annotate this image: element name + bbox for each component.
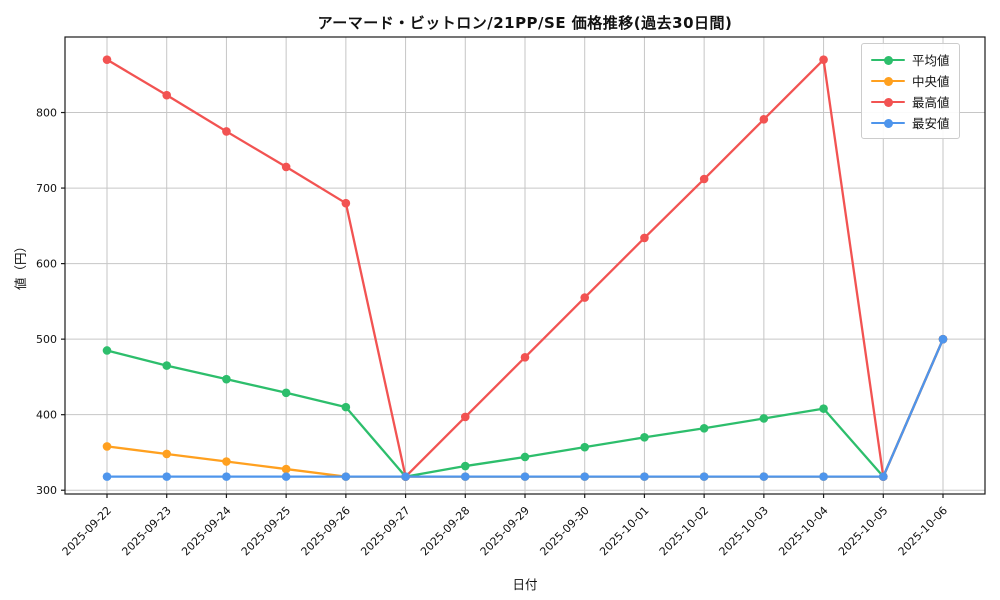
data-point-average — [162, 361, 172, 370]
chart-legend: 平均値中央値最高値最安値 — [861, 43, 960, 139]
data-point-lowest — [281, 472, 291, 481]
data-point-lowest — [460, 472, 470, 481]
data-point-lowest — [520, 472, 530, 481]
x-tick-label: 2025-09-23 — [119, 504, 173, 558]
legend-item-median: 中央値 — [871, 70, 950, 91]
x-tick-label: 2025-10-01 — [597, 504, 651, 558]
data-point-highest — [699, 174, 709, 184]
x-tick-labels: 2025-09-22 2025-09-23 2025-09-24 2025-09-25… — [60, 504, 950, 558]
x-axis-label: 日付 — [512, 577, 538, 592]
x-tick-label: 2025-09-24 — [179, 504, 233, 558]
legend-label: 平均値 — [912, 53, 950, 68]
data-point-lowest — [341, 472, 351, 481]
legend-item-lowest: 最安値 — [871, 112, 950, 133]
axis-ticks — [61, 111, 944, 498]
data-point-median — [102, 442, 112, 451]
data-point-highest — [819, 55, 828, 64]
data-point-lowest — [102, 472, 112, 481]
data-point-lowest — [580, 472, 590, 481]
x-tick-label: 2025-10-03 — [717, 504, 771, 558]
legend-label: 最安値 — [912, 116, 950, 131]
data-point-highest — [162, 90, 172, 100]
legend-label: 中央値 — [912, 74, 950, 89]
data-point-lowest — [640, 472, 649, 481]
data-point-average — [819, 404, 828, 413]
x-tick-label: 2025-09-29 — [478, 504, 532, 558]
data-point-lowest — [222, 472, 231, 481]
data-point-average — [520, 452, 530, 462]
x-tick-label: 2025-10-02 — [657, 504, 711, 558]
legend-item-highest: 最高値 — [871, 91, 950, 112]
data-point-highest — [640, 233, 649, 243]
data-point-median — [281, 464, 291, 474]
legend-line-marker-icon — [871, 76, 905, 86]
data-point-lowest — [699, 472, 709, 481]
data-point-lowest — [819, 472, 828, 481]
y-tick-label: 400 — [36, 408, 57, 421]
y-tick-labels: 300 400 500 600 700 800 — [36, 106, 57, 497]
data-point-median — [162, 449, 172, 459]
y-tick-label: 500 — [36, 333, 57, 346]
x-tick-label: 2025-10-05 — [836, 504, 890, 558]
data-point-highest — [460, 412, 470, 422]
data-point-lowest — [759, 472, 769, 481]
x-tick-label: 2025-10-06 — [896, 504, 950, 558]
data-point-lowest — [938, 334, 948, 344]
x-tick-label: 2025-09-30 — [537, 504, 591, 558]
data-point-highest — [102, 55, 112, 64]
data-point-average — [222, 374, 231, 384]
data-point-average — [341, 402, 351, 412]
data-point-average — [102, 346, 112, 355]
data-point-highest — [281, 162, 291, 172]
data-point-average — [699, 423, 709, 433]
data-point-average — [759, 414, 769, 423]
y-axis-label: 値（円） — [13, 240, 28, 291]
legend-line-marker-icon — [871, 97, 905, 107]
series-lowest — [102, 334, 948, 481]
data-point-lowest — [401, 472, 410, 481]
y-tick-label: 800 — [36, 106, 57, 119]
y-tick-label: 600 — [36, 257, 57, 270]
x-tick-label: 2025-09-22 — [60, 504, 114, 558]
data-point-average — [281, 388, 291, 398]
data-point-highest — [520, 352, 530, 362]
x-tick-label: 2025-09-27 — [358, 504, 412, 558]
legend-line-marker-icon — [871, 55, 905, 65]
x-tick-label: 2025-09-25 — [239, 504, 293, 558]
chart-title: アーマード・ビットロン/21PP/SE 価格推移(過去30日間) — [317, 14, 733, 32]
data-point-average — [640, 433, 649, 442]
data-point-lowest — [162, 472, 172, 481]
data-point-lowest — [878, 472, 888, 481]
legend-label: 最高値 — [912, 95, 950, 110]
legend-item-average: 平均値 — [871, 49, 950, 70]
y-tick-label: 700 — [36, 182, 57, 195]
data-point-average — [460, 461, 470, 471]
legend-line-marker-icon — [871, 118, 905, 128]
data-point-average — [580, 442, 590, 452]
data-point-highest — [580, 293, 590, 302]
x-tick-label: 2025-10-04 — [776, 504, 830, 558]
x-tick-label: 2025-09-26 — [299, 504, 353, 558]
x-tick-label: 2025-09-28 — [418, 504, 472, 558]
data-point-highest — [759, 115, 769, 124]
data-point-highest — [341, 198, 351, 208]
data-point-highest — [222, 127, 231, 136]
data-point-median — [222, 457, 231, 466]
y-tick-label: 300 — [36, 484, 57, 497]
grid-lines — [65, 37, 985, 494]
